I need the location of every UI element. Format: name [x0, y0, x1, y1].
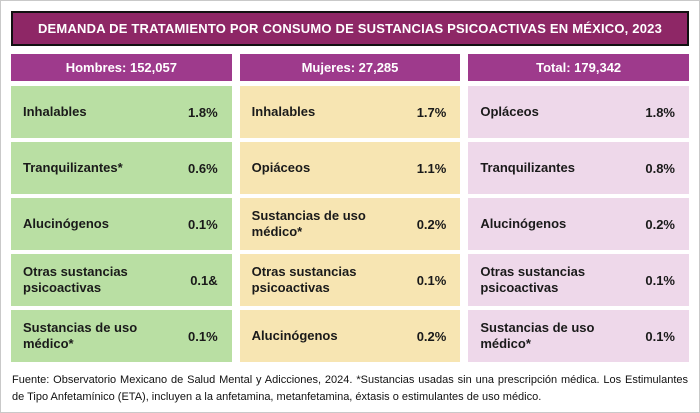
column-total: Total: 179,342 Opláceos 1.8% Tranquiliza… [468, 54, 689, 362]
substance-value: 0.1% [188, 216, 218, 232]
substance-value: 0.8% [645, 160, 675, 176]
table-row: Sustancias de uso médico* 0.1% [468, 310, 689, 362]
table-row: Inhalables 1.7% [239, 86, 461, 138]
substance-value: 0.2% [645, 216, 675, 232]
table-row: Otras sustancias psicoactivas 0.1% [239, 254, 461, 306]
substance-value: 1.8% [645, 104, 675, 120]
substance-label: Otras sustancias psicoactivas [480, 263, 586, 295]
column-mujeres: Mujeres: 27,285 Inhalables 1.7% Opiáceos… [239, 54, 461, 362]
page-title: DEMANDA DE TRATAMIENTO POR CONSUMO DE SU… [11, 11, 689, 46]
table-row: Tranquilizantes 0.8% [468, 142, 689, 194]
table-row: Tranquilizantes* 0.6% [11, 142, 232, 194]
column-hombres: Hombres: 152,057 Inhalables 1.8% Tranqui… [11, 54, 232, 362]
columns-grid: Hombres: 152,057 Inhalables 1.8% Tranqui… [11, 54, 689, 362]
substance-value: 0.1& [190, 272, 218, 288]
substance-value: 0.1% [416, 272, 447, 288]
substance-label: Sustancias de uso médico* [480, 319, 595, 351]
substance-label: Alucinógenos [23, 215, 109, 231]
column-header-total-label: Total: 179,342 [536, 60, 622, 75]
substance-label: Otras sustancias psicoactivas [23, 263, 128, 295]
column-header-mujeres: Mujeres: 27,285 [239, 54, 461, 81]
column-mujeres-rows: Inhalables 1.7% Opiáceos 1.1% Sustancias… [239, 86, 461, 362]
column-header-hombres-label: Hombres: 152,057 [65, 60, 177, 75]
table-row: Inhalables 1.8% [11, 86, 232, 138]
substance-value: 1.8% [188, 104, 218, 120]
table-row: Alucinógenos 0.1% [11, 198, 232, 250]
substance-label: Sustancias de uso médico* [23, 319, 138, 351]
column-header-total: Total: 179,342 [468, 54, 689, 81]
table-row: Sustancias de uso médico* 0.2% [239, 198, 461, 250]
substance-value: 0.1% [188, 328, 218, 344]
substance-label: Sustancias de uso médico* [251, 207, 366, 239]
column-total-rows: Opláceos 1.8% Tranquilizantes 0.8% Aluci… [468, 86, 689, 362]
page-title-text: DEMANDA DE TRATAMIENTO POR CONSUMO DE SU… [37, 21, 663, 36]
table-row: Sustancias de uso médico* 0.1% [11, 310, 232, 362]
table-row: Opláceos 1.8% [468, 86, 689, 138]
substance-value: 0.2% [416, 216, 447, 232]
substance-label: Alucinógenos [480, 215, 567, 231]
substance-value: 0.1% [645, 272, 675, 288]
substance-value: 0.6% [188, 160, 218, 176]
substance-label: Tranquilizantes [480, 159, 575, 175]
substance-value: 0.1% [645, 328, 675, 344]
column-header-mujeres-label: Mujeres: 27,285 [301, 60, 399, 75]
substance-label: Inhalables [251, 103, 316, 119]
substance-label: Alucinógenos [251, 327, 338, 343]
table-row: Otras sustancias psicoactivas 0.1% [468, 254, 689, 306]
substance-label: Opláceos [480, 103, 539, 119]
substance-value: 1.7% [416, 104, 447, 120]
column-hombres-rows: Inhalables 1.8% Tranquilizantes* 0.6% Al… [11, 86, 232, 362]
substance-value: 1.1% [416, 160, 447, 176]
substance-label: Tranquilizantes* [23, 159, 123, 175]
substance-label: Otras sustancias psicoactivas [251, 263, 357, 295]
table-row: Alucinógenos 0.2% [239, 310, 461, 362]
substance-label: Inhalables [23, 103, 87, 119]
source-note: Fuente: Observatorio Mexicano de Salud M… [12, 374, 688, 404]
table-row: Alucinógenos 0.2% [468, 198, 689, 250]
table-row: Opiáceos 1.1% [239, 142, 461, 194]
column-header-hombres: Hombres: 152,057 [11, 54, 232, 81]
substance-label: Opiáceos [251, 159, 311, 175]
substance-value: 0.2% [416, 328, 447, 344]
table-row: Otras sustancias psicoactivas 0.1& [11, 254, 232, 306]
